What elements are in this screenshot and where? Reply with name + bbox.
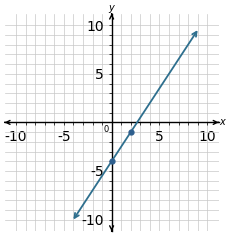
Text: y: y [108,3,114,13]
Text: 0: 0 [104,125,109,134]
Text: x: x [219,117,225,127]
